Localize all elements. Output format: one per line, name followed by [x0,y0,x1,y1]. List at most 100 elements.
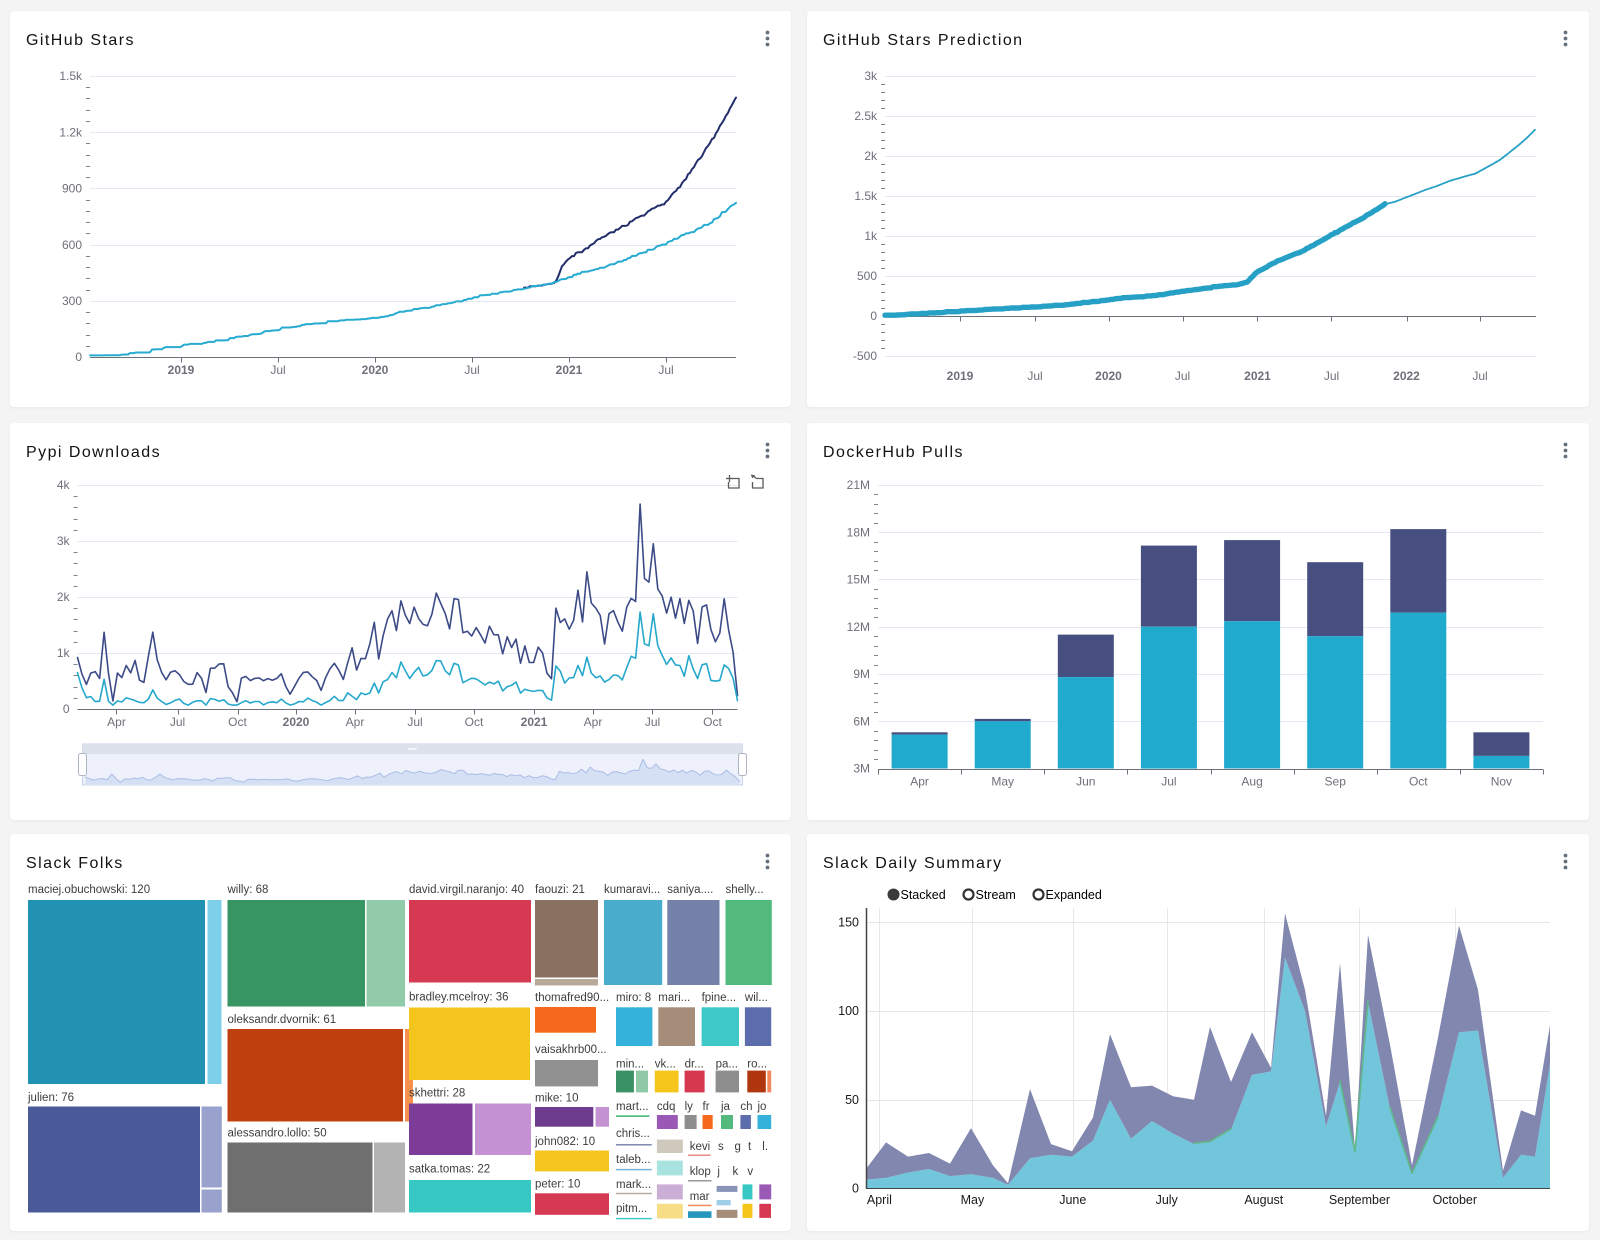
svg-text:Jul: Jul [1161,775,1176,789]
svg-text:June: June [1059,1193,1086,1207]
svg-text:12M: 12M [847,620,870,634]
svg-text:wil...: wil... [744,992,768,1004]
svg-text:1.2k: 1.2k [59,125,83,139]
svg-text:Oct: Oct [703,715,722,729]
svg-text:Jul: Jul [1324,369,1339,383]
svg-text:min...: min... [616,1058,644,1070]
svg-text:peter: 10: peter: 10 [535,1178,580,1190]
svg-text:9M: 9M [853,667,870,681]
svg-text:k: k [733,1166,739,1178]
svg-text:4k: 4k [57,478,71,492]
svg-text:ro...: ro... [747,1058,767,1070]
svg-text:ch: ch [740,1101,752,1113]
svg-text:g: g [735,1141,741,1153]
svg-text:Jul: Jul [407,715,422,729]
svg-text:v: v [747,1166,753,1178]
svg-text:Oct: Oct [465,715,484,729]
svg-text:1k: 1k [864,229,878,243]
svg-text:2021: 2021 [521,715,548,729]
svg-text:kevi: kevi [690,1141,710,1153]
svg-text:May: May [991,775,1014,789]
svg-text:mar: mar [690,1191,710,1203]
svg-text:Apr: Apr [910,775,929,789]
svg-text:l.: l. [762,1141,768,1153]
svg-text:cdq: cdq [657,1101,676,1113]
svg-text:Jul: Jul [1472,369,1487,383]
svg-text:2k: 2k [57,590,71,604]
svg-text:0: 0 [852,1182,859,1196]
svg-text:0: 0 [870,309,877,323]
svg-text:Jul: Jul [658,363,673,377]
svg-text:maciej.obuchowski: 120: maciej.obuchowski: 120 [28,884,150,896]
svg-text:Stacked: Stacked [901,888,946,902]
svg-text:fpine...: fpine... [702,992,737,1004]
svg-text:john082: 10: john082: 10 [534,1136,595,1148]
svg-text:21M: 21M [847,478,870,492]
svg-text:15M: 15M [847,573,870,587]
svg-text:j: j [716,1166,720,1178]
svg-text:bradley.mcelroy: 36: bradley.mcelroy: 36 [409,992,509,1004]
svg-text:willy: 68: willy: 68 [227,884,269,896]
svg-text:1.5k: 1.5k [59,69,83,83]
svg-text:vaisakhrb00...: vaisakhrb00... [535,1044,607,1056]
svg-text:300: 300 [62,294,82,308]
svg-text:Apr: Apr [346,715,365,729]
svg-text:satka.tomas: 22: satka.tomas: 22 [409,1164,490,1176]
svg-text:chris...: chris... [616,1128,650,1140]
svg-text:3k: 3k [864,69,878,83]
svg-text:faouzi: 21: faouzi: 21 [535,884,585,896]
svg-text:ja: ja [720,1101,731,1113]
svg-text:1.5k: 1.5k [854,189,878,203]
svg-text:ly: ly [685,1101,694,1113]
svg-text:mari...: mari... [658,992,690,1004]
svg-text:t: t [748,1141,752,1153]
svg-text:Nov: Nov [1491,775,1512,789]
svg-text:2020: 2020 [1095,369,1122,383]
svg-text:Apr: Apr [584,715,603,729]
svg-text:2020: 2020 [283,715,310,729]
svg-text:pitm...: pitm... [616,1203,647,1215]
svg-text:September: September [1329,1193,1390,1207]
svg-text:Stream: Stream [976,888,1016,902]
svg-text:pa...: pa... [716,1058,738,1070]
svg-text:david.virgil.naranjo: 40: david.virgil.naranjo: 40 [409,884,524,896]
svg-text:150: 150 [838,916,859,930]
svg-text:vk...: vk... [655,1058,676,1070]
svg-text:mike: 10: mike: 10 [535,1093,578,1105]
svg-text:Jul: Jul [464,363,479,377]
svg-text:900: 900 [62,182,82,196]
svg-text:2019: 2019 [168,363,195,377]
svg-text:Oct: Oct [1409,775,1428,789]
svg-text:100: 100 [838,1004,859,1018]
svg-text:Oct: Oct [228,715,247,729]
svg-text:jo: jo [757,1101,767,1113]
svg-text:May: May [961,1193,985,1207]
svg-text:miro: 8: miro: 8 [616,992,651,1004]
svg-text:s: s [718,1141,724,1153]
svg-text:thomafred90...: thomafred90... [535,992,609,1004]
svg-text:2019: 2019 [947,369,974,383]
svg-text:shelly...: shelly... [726,884,764,896]
svg-text:50: 50 [845,1093,859,1107]
svg-text:3k: 3k [57,534,71,548]
svg-text:2021: 2021 [556,363,583,377]
svg-text:August: August [1244,1193,1283,1207]
svg-text:2.5k: 2.5k [854,109,878,123]
svg-text:2k: 2k [864,149,878,163]
svg-text:taleb...: taleb... [616,1154,651,1166]
svg-text:dr...: dr... [685,1058,704,1070]
svg-text:October: October [1433,1193,1477,1207]
svg-text:July: July [1156,1193,1179,1207]
svg-text:Sep: Sep [1325,775,1347,789]
svg-text:3M: 3M [853,762,870,776]
svg-text:18M: 18M [847,526,870,540]
svg-text:Apr: Apr [107,715,126,729]
svg-text:Jul: Jul [170,715,185,729]
svg-text:fr: fr [703,1101,710,1113]
svg-text:2020: 2020 [362,363,389,377]
svg-text:April: April [867,1193,892,1207]
svg-text:600: 600 [62,238,82,252]
svg-text:0: 0 [63,702,70,716]
svg-text:Jul: Jul [645,715,660,729]
svg-text:saniya....: saniya.... [667,884,713,896]
